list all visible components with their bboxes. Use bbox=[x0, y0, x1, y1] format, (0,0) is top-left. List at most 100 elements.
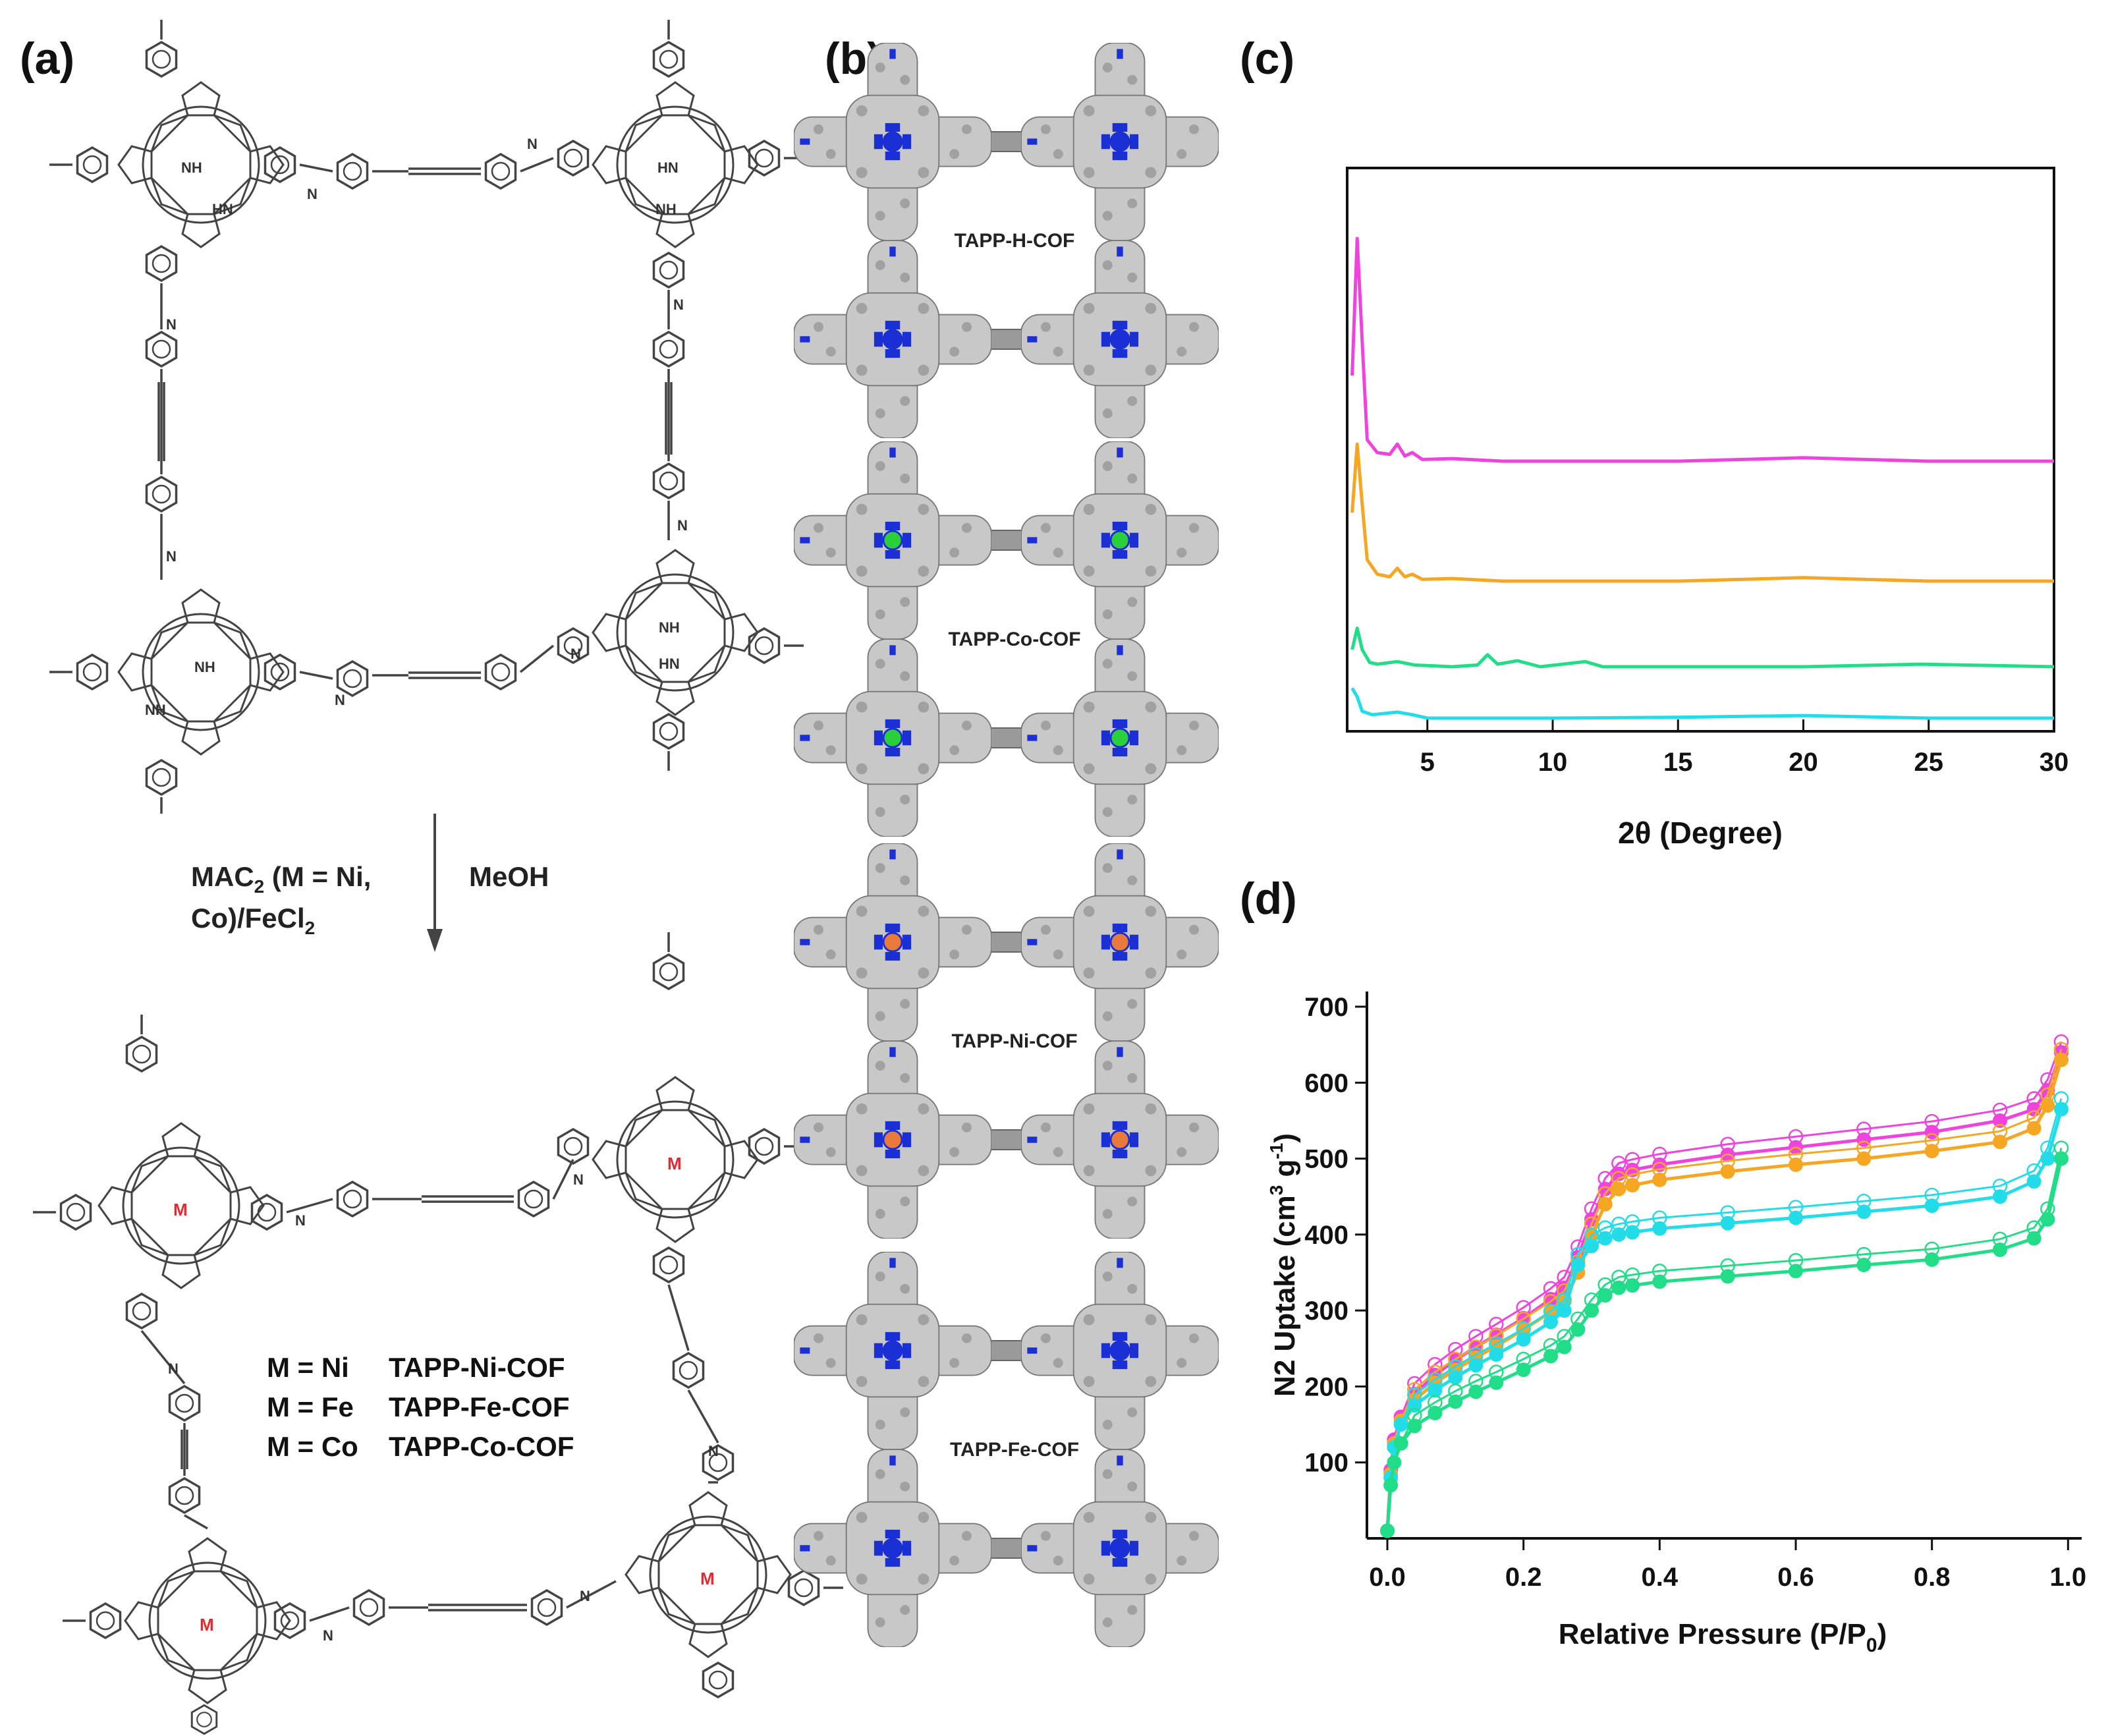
desorption-point bbox=[1788, 1252, 1804, 1268]
adsorption-point bbox=[1789, 1264, 1803, 1279]
adsorption-point bbox=[1387, 1455, 1402, 1470]
iso-x-axis-label: Relative Pressure (P/P0) bbox=[1559, 1618, 1887, 1656]
adsorption-point bbox=[1789, 1157, 1803, 1172]
iso-series bbox=[1380, 1034, 2069, 1538]
node-center-atom bbox=[882, 1538, 903, 1559]
desorption-point bbox=[1597, 1186, 1613, 1201]
svg-text:N: N bbox=[527, 136, 538, 152]
desorption-point bbox=[1652, 1162, 1667, 1177]
desorption-point bbox=[1856, 1121, 1872, 1136]
adsorption-point bbox=[1720, 1216, 1735, 1231]
isotherm-chart: 0.0 0.2 0.4 0.6 0.8 1.0100200300400500600700 … bbox=[1266, 992, 2086, 1656]
desorption-point bbox=[1992, 1102, 2008, 1118]
node-center-atom bbox=[1109, 932, 1130, 953]
desorption-point bbox=[1652, 1146, 1667, 1162]
adsorption-point bbox=[1652, 1274, 1667, 1289]
adsorption-point bbox=[2026, 1121, 2041, 1136]
adsorption-point bbox=[1380, 1523, 1395, 1538]
adsorption-point bbox=[1570, 1322, 1586, 1337]
desorption-point bbox=[1489, 1364, 1504, 1380]
panel-label-a: (a) bbox=[20, 34, 75, 84]
pxrd-plot-frame bbox=[1346, 167, 2055, 733]
adsorption-point bbox=[2054, 1151, 2068, 1166]
node-center-atom bbox=[882, 1340, 903, 1361]
porphyrin-bottom-upper-left: M bbox=[97, 1122, 265, 1289]
adsorption-point bbox=[1516, 1362, 1531, 1378]
adsorption-point bbox=[2026, 1174, 2041, 1189]
desorption-point bbox=[1992, 1178, 2008, 1194]
panel-label-c: (c) bbox=[1240, 34, 1295, 84]
adsorption-point bbox=[1428, 1383, 1443, 1398]
legend-row-ni-m: M = Ni bbox=[267, 1352, 349, 1383]
adsorption-point bbox=[1611, 1227, 1626, 1242]
adsorption-point bbox=[1597, 1196, 1613, 1212]
legend-row-co-m: M = Co bbox=[267, 1431, 358, 1462]
desorption-point bbox=[1570, 1311, 1586, 1327]
adsorption-point bbox=[1557, 1303, 1572, 1318]
desorption-point bbox=[1428, 1395, 1443, 1410]
imine-labels-top: N N N N N N N N bbox=[166, 136, 688, 708]
porphyrin-bottom-lower-right: M bbox=[625, 1491, 792, 1658]
x-tick-label: 0.0 bbox=[1369, 1563, 1406, 1592]
porphyrin-mid-left: NH NH bbox=[117, 588, 285, 756]
desorption-point bbox=[1428, 1372, 1443, 1387]
svg-text:M: M bbox=[173, 1200, 188, 1219]
structure-cell: TAPP-H-COF bbox=[794, 43, 1219, 438]
desorption-point bbox=[1924, 1187, 1939, 1203]
pxrd-series-line bbox=[1350, 237, 2054, 463]
svg-text:N: N bbox=[166, 548, 177, 565]
adsorption-point bbox=[2040, 1098, 2055, 1113]
svg-text:N: N bbox=[673, 296, 684, 313]
desorption-line bbox=[1386, 1041, 2063, 1531]
node-center-atom bbox=[1109, 1129, 1130, 1150]
adsorption-point bbox=[1570, 1258, 1586, 1272]
desorption-point bbox=[1652, 1263, 1667, 1279]
legend-row-fe-m: M = Fe bbox=[267, 1391, 354, 1422]
desorption-point bbox=[1516, 1311, 1531, 1327]
adsorption-point bbox=[1924, 1198, 1939, 1214]
adsorption-point bbox=[1584, 1239, 1599, 1254]
desorption-point bbox=[2026, 1163, 2041, 1179]
desorption-point bbox=[1624, 1267, 1640, 1283]
x-tick-label: 1.0 bbox=[2050, 1563, 2087, 1592]
adsorption-point bbox=[2054, 1052, 2068, 1067]
adsorption-point bbox=[1557, 1339, 1572, 1355]
desorption-point bbox=[1652, 1210, 1667, 1225]
adsorption-point bbox=[1993, 1113, 2007, 1128]
adsorption-point bbox=[1993, 1189, 2007, 1204]
x-tick-label: 20 bbox=[1789, 748, 1818, 777]
porphyrin-bottom-upper-right: M bbox=[592, 1076, 759, 1243]
adsorption-point bbox=[1543, 1349, 1558, 1364]
desorption-point bbox=[1597, 1277, 1613, 1293]
adsorption-line bbox=[1385, 1059, 2063, 1531]
svg-text:M: M bbox=[700, 1569, 715, 1588]
desorption-point bbox=[1624, 1214, 1640, 1229]
desorption-point bbox=[1489, 1336, 1504, 1352]
adsorption-point bbox=[1597, 1231, 1613, 1246]
adsorption-point bbox=[1625, 1278, 1640, 1293]
node-center-atom bbox=[882, 530, 903, 551]
node-center-atom bbox=[1109, 131, 1130, 152]
adsorption-point bbox=[1856, 1204, 1872, 1219]
solvent-label: MeOH bbox=[469, 861, 549, 892]
desorption-point bbox=[1788, 1146, 1804, 1162]
desorption-point bbox=[1856, 1140, 1872, 1156]
adsorption-point bbox=[1993, 1242, 2007, 1257]
x-tick-label: 5 bbox=[1420, 748, 1435, 777]
imine-labels-bottom: N N N N N N bbox=[168, 1171, 719, 1644]
pxrd-series bbox=[1350, 237, 2055, 720]
svg-text:N: N bbox=[570, 646, 581, 662]
desorption-point bbox=[1597, 1220, 1613, 1235]
adsorption-point bbox=[1856, 1258, 1872, 1272]
node-center-atom bbox=[1109, 727, 1130, 748]
svg-text:N: N bbox=[295, 1212, 306, 1229]
structure-label: TAPP-Ni-COF bbox=[951, 1030, 1077, 1052]
x-tick-label: 10 bbox=[1538, 748, 1568, 777]
adsorption-point bbox=[2026, 1231, 2041, 1246]
node-center-atom bbox=[882, 932, 903, 953]
svg-text:NH: NH bbox=[194, 659, 215, 675]
desorption-point bbox=[1468, 1347, 1484, 1362]
desorption-point bbox=[1584, 1292, 1599, 1308]
desorption-point bbox=[1448, 1384, 1463, 1399]
adsorption-point bbox=[1720, 1269, 1735, 1284]
